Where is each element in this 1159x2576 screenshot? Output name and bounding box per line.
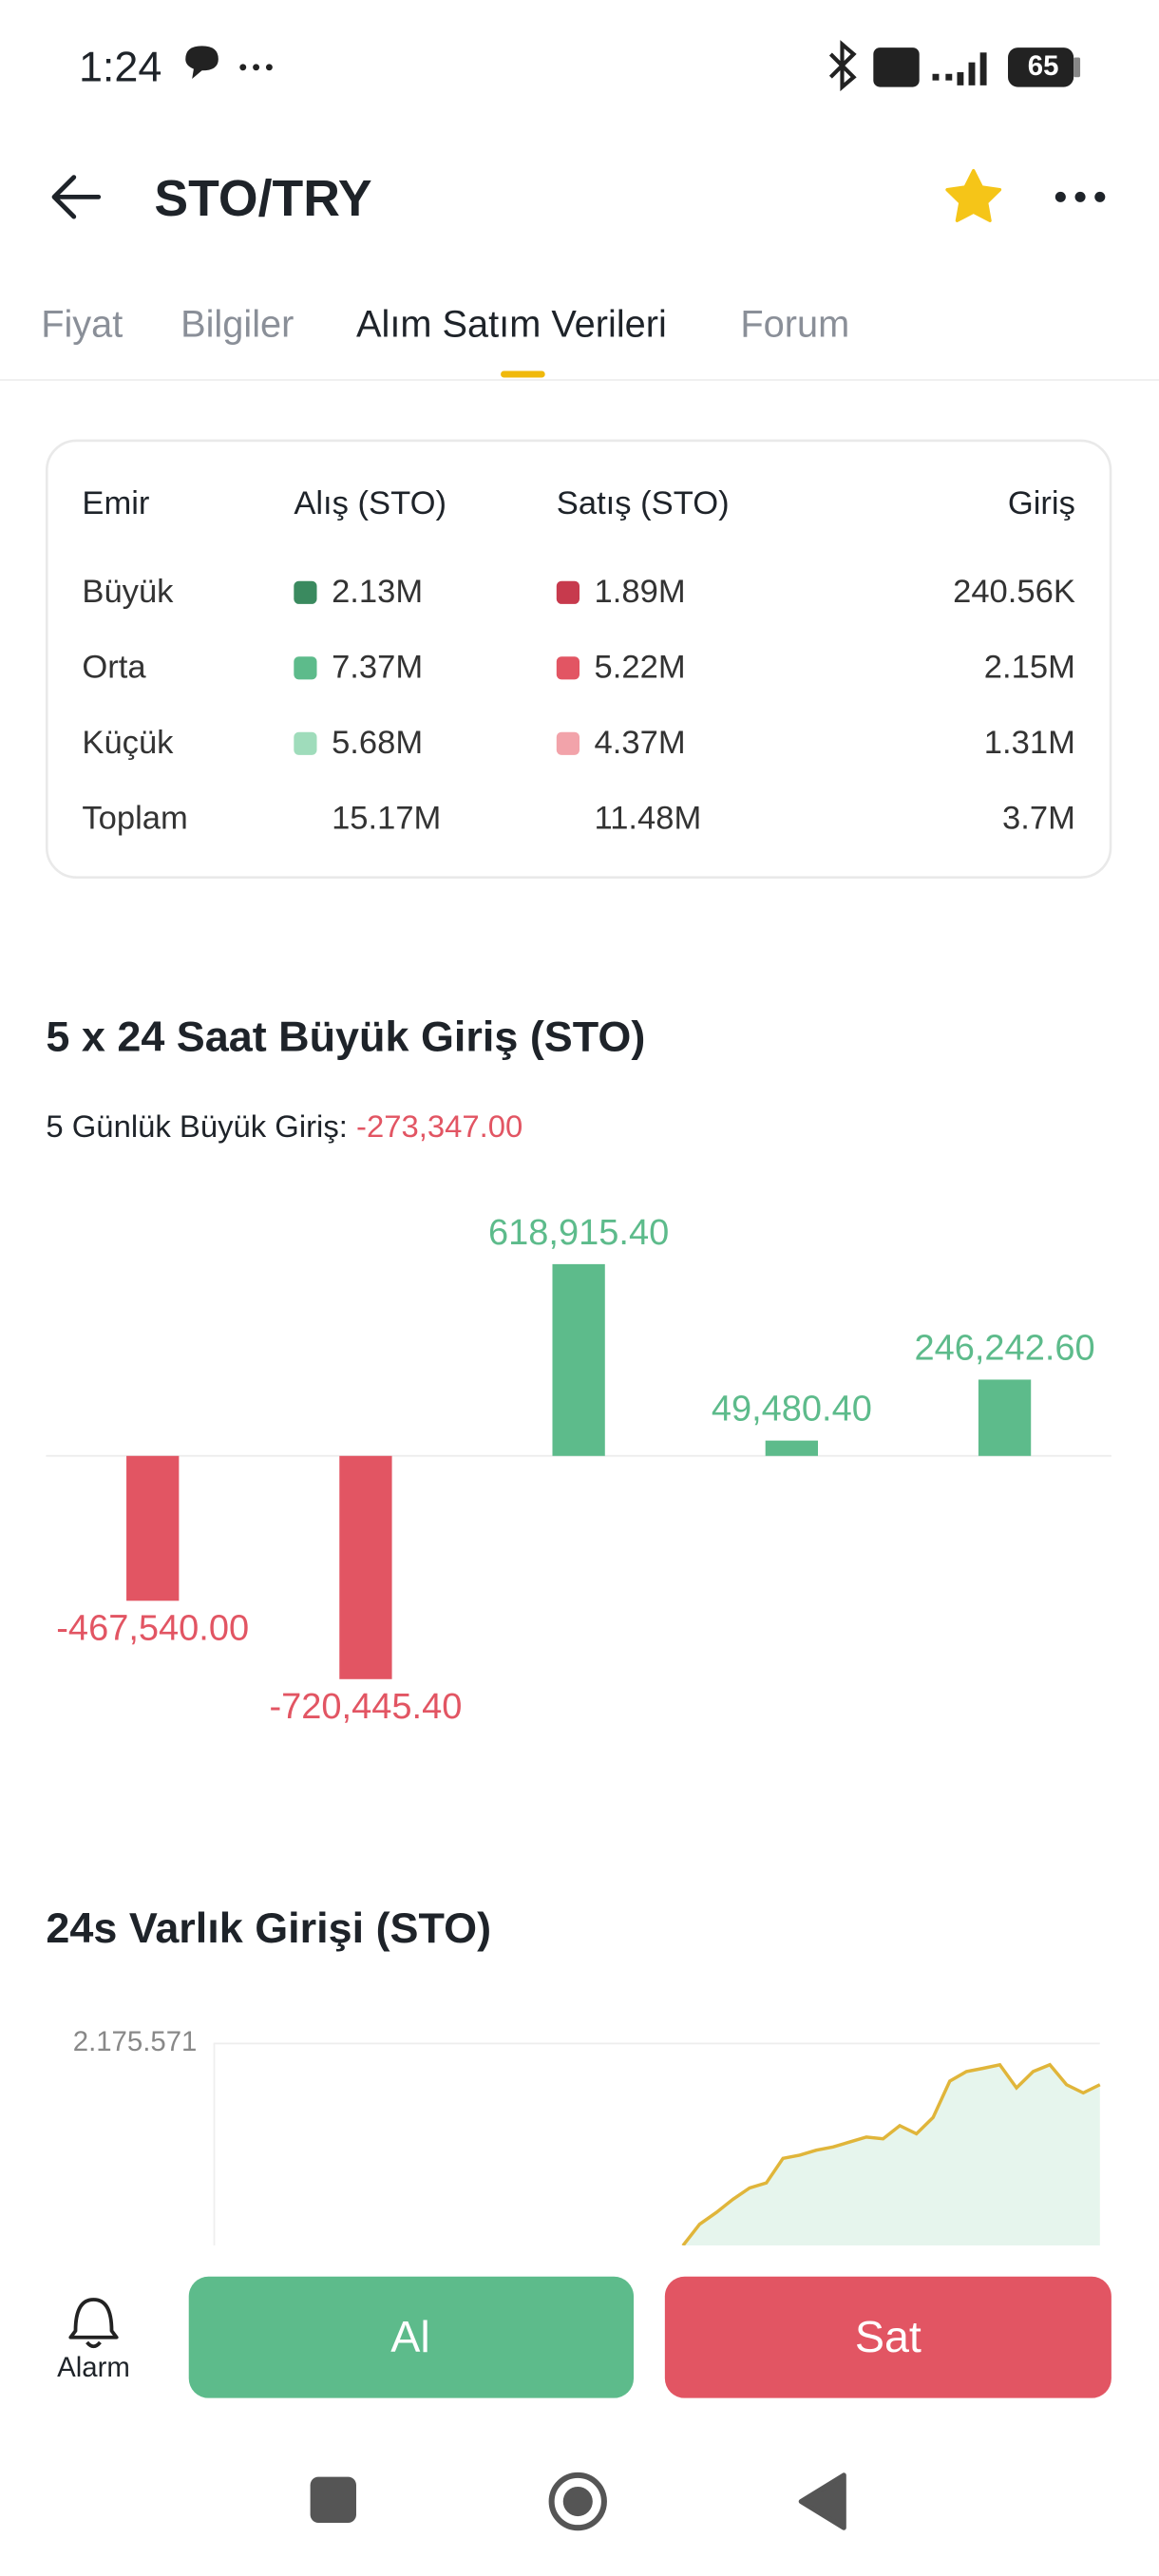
line bbox=[681, 2062, 1101, 2247]
table-header: Satış (STO) bbox=[556, 485, 730, 522]
summary-value: -273,347.00 bbox=[356, 1110, 523, 1146]
battery-level: 65 bbox=[1027, 50, 1059, 83]
order-card bbox=[45, 439, 1112, 879]
table-header: Emir bbox=[82, 485, 150, 522]
legend-dot bbox=[294, 580, 317, 604]
row-label: Büyük bbox=[82, 574, 174, 611]
volte-icon bbox=[873, 47, 920, 87]
time: 1:24 bbox=[78, 41, 162, 91]
bar bbox=[339, 1455, 392, 1679]
legend-dot bbox=[556, 731, 580, 755]
alarm-icon[interactable] bbox=[68, 2298, 119, 2349]
table-value: 2.15M bbox=[983, 650, 1075, 687]
more-button[interactable] bbox=[1054, 191, 1106, 202]
battery-tip bbox=[1074, 57, 1081, 78]
value-label: -720,445.40 bbox=[270, 1687, 463, 1727]
sell-button[interactable] bbox=[664, 2276, 1112, 2398]
tab[interactable]: Bilgiler bbox=[180, 302, 294, 346]
bluetooth-icon bbox=[828, 40, 857, 92]
table-value: 15.17M bbox=[332, 801, 442, 838]
buy-label[interactable]: Al bbox=[390, 2312, 430, 2362]
table-value: 3.7M bbox=[1002, 801, 1075, 838]
table-value: 7.37M bbox=[332, 650, 424, 687]
tab[interactable]: Alım Satım Verileri bbox=[355, 302, 667, 346]
value-label: -467,540.00 bbox=[56, 1608, 249, 1648]
y-tick-label: 2.175.571 bbox=[73, 2026, 198, 2057]
tab[interactable]: Fiyat bbox=[41, 302, 124, 346]
summary-label: 5 Günlük Büyük Giriş: bbox=[46, 1110, 348, 1146]
section-title: 24s Varlık Girişi (STO) bbox=[46, 1903, 492, 1953]
table-value: 1.89M bbox=[594, 574, 686, 611]
pair-title: STO/TRY bbox=[154, 169, 372, 228]
nav-home[interactable] bbox=[548, 2472, 607, 2531]
legend-dot bbox=[556, 580, 580, 604]
bar bbox=[765, 1440, 819, 1456]
table-value: 5.22M bbox=[594, 650, 686, 687]
table-value: 4.37M bbox=[594, 725, 686, 762]
table-header: Giriş bbox=[1007, 485, 1075, 522]
table-value: 2.13M bbox=[332, 574, 424, 611]
table-value: 5.68M bbox=[332, 725, 424, 762]
value-label: 49,480.40 bbox=[712, 1390, 872, 1430]
legend-dot bbox=[294, 656, 317, 680]
row-label: Orta bbox=[82, 650, 146, 687]
buy-button[interactable] bbox=[188, 2276, 635, 2398]
value-label: 618,915.40 bbox=[488, 1213, 669, 1253]
signal-icon bbox=[932, 52, 987, 85]
table-value: 240.56K bbox=[953, 574, 1075, 611]
nav-home-dot bbox=[562, 2486, 593, 2517]
alarm-label[interactable]: Alarm bbox=[57, 2351, 130, 2383]
table-value: 11.48M bbox=[594, 801, 702, 838]
message-icon bbox=[185, 46, 218, 79]
sell-label[interactable]: Sat bbox=[854, 2312, 922, 2362]
legend-dot bbox=[556, 656, 580, 680]
tab[interactable]: Forum bbox=[740, 302, 850, 346]
table-header: Alış (STO) bbox=[294, 485, 446, 522]
favorite-button[interactable] bbox=[945, 168, 1002, 222]
row-label: Toplam bbox=[82, 801, 188, 838]
bar bbox=[126, 1455, 180, 1601]
active-tab-indicator bbox=[501, 370, 545, 378]
row-label: Küçük bbox=[82, 725, 174, 762]
bar bbox=[978, 1379, 1032, 1456]
value-label: 246,242.60 bbox=[914, 1328, 1094, 1368]
section-title: 5 x 24 Saat Büyük Giriş (STO) bbox=[46, 1012, 646, 1062]
back-button[interactable] bbox=[51, 175, 102, 219]
summary: 5 Günlük Büyük Giriş: -273,347.00 bbox=[46, 1110, 522, 1147]
more-status-icon bbox=[239, 64, 273, 71]
nav-back[interactable] bbox=[798, 2472, 846, 2530]
battery-icon bbox=[1008, 47, 1074, 87]
legend-dot bbox=[294, 731, 317, 755]
nav-recent[interactable] bbox=[310, 2476, 356, 2524]
table-value: 1.31M bbox=[983, 725, 1075, 762]
bar bbox=[552, 1263, 605, 1456]
